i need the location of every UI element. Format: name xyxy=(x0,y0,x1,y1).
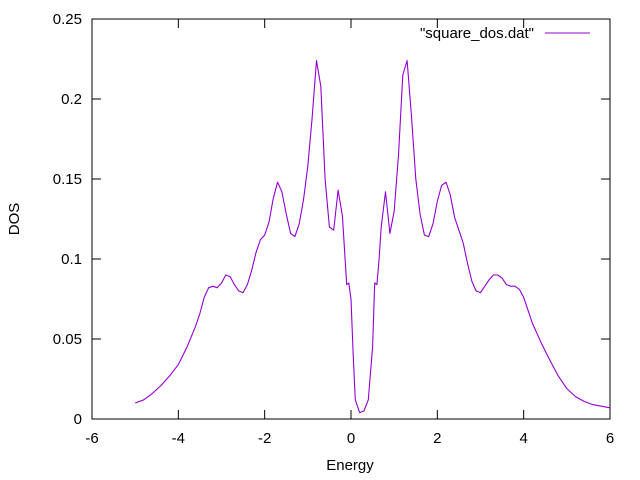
legend-label: "square_dos.dat" xyxy=(420,25,534,42)
x-tick-label: -6 xyxy=(85,430,98,447)
x-tick-label: 2 xyxy=(433,430,441,447)
x-tick-label: 6 xyxy=(606,430,614,447)
x-tick-label: -2 xyxy=(258,430,271,447)
plot-frame xyxy=(91,18,611,420)
x-axis-title: Energy xyxy=(326,457,374,474)
y-tick-label: 0.25 xyxy=(53,11,82,28)
y-axis-title: DOS xyxy=(6,203,23,236)
legend: "square_dos.dat" xyxy=(420,25,590,42)
y-tick-label: 0.05 xyxy=(53,331,82,348)
tick-marks xyxy=(91,18,611,420)
x-tick-labels: -6 -4 -2 0 2 4 6 xyxy=(85,430,614,447)
x-tick-label: 0 xyxy=(347,430,355,447)
y-tick-labels: 0 0.05 0.1 0.15 0.2 0.25 xyxy=(53,11,82,428)
y-tick-label: 0.15 xyxy=(53,171,82,188)
y-tick-label: 0.1 xyxy=(61,251,82,268)
y-tick-label: 0 xyxy=(74,411,82,428)
y-tick-label: 0.2 xyxy=(61,91,82,108)
x-tick-label: 4 xyxy=(519,430,527,447)
x-tick-label: -4 xyxy=(172,430,185,447)
dos-series-line xyxy=(135,60,611,414)
